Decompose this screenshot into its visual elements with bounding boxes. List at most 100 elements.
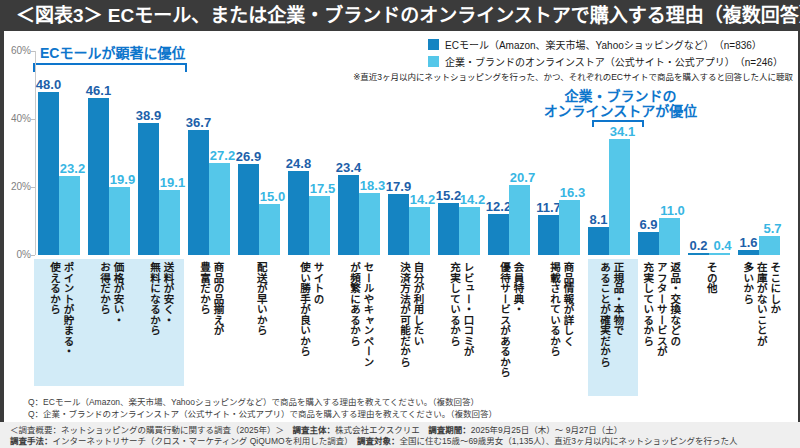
bar-brand-store (309, 196, 330, 256)
category-label: 配送が早いから (236, 262, 286, 336)
y-tick-label: 60% (5, 45, 31, 56)
category-label: 正規品・本物で あることが確実だから (586, 262, 636, 367)
category-label: レビュー・口コミが 充実しているから (436, 262, 486, 357)
category-label-text: 商品の品揃えが 豊富だから (198, 262, 225, 336)
legend-item-1: 企業・ブランドのオンラインストア（公式サイト・公式アプリ） （n=246） (428, 54, 783, 69)
bar-value-label: 17.5 (306, 181, 340, 196)
bar-ec-mall (438, 203, 459, 255)
survey-note: ※直近3ヶ月以内にネットショッピングを行った、かつ、それぞれのECサイトで商品を… (353, 70, 793, 82)
category-label: その他 (686, 262, 736, 294)
bar-value-label: 20.7 (506, 170, 540, 185)
legend-label: ECモール（Amazon、楽天市場、Yahooショッピングなど） （n=836） (445, 37, 762, 52)
bar-ec-mall (738, 250, 759, 255)
category-label: 自分が利用したい 決済方法が可能だから (386, 262, 436, 367)
bar-ec-mall (638, 232, 659, 255)
annotation-brand-dominant: 企業・ブランドの オンラインストアが優位 (528, 89, 713, 119)
category-label-text: レビュー・口コミが 充実しているから (448, 262, 475, 357)
bar-brand-store (59, 176, 80, 255)
legend-label: 企業・ブランドのオンラインストア（公式サイト・公式アプリ） （n=246） (445, 54, 783, 69)
footer-segment: ＜調査概要：ネットショッピングの購買行動に関する調査（2025年）＞ (10, 425, 292, 435)
footer-segment: 調査期間： (428, 425, 471, 435)
bar-value-label: 34.1 (606, 124, 640, 139)
bar-value-label: 11.0 (656, 203, 690, 218)
bar-brand-store (759, 236, 780, 255)
category-label-text: そこにしか 在庫がないことが 多いから (741, 262, 782, 346)
category-label: 商品の品揃えが 豊富だから (186, 262, 236, 336)
category-label: 会員特典・ 優待サービスがあるから (486, 262, 536, 378)
annotation-ec-dominant: ECモールが顕著に優位 (40, 42, 180, 62)
category-label-text: ポイントが貯まる・ 使えるから (48, 262, 75, 357)
survey-footer-line1: ＜調査概要：ネットショッピングの購買行動に関する調査（2025年）＞ 調査主体：… (10, 425, 800, 436)
bar-value-label: 5.7 (756, 221, 790, 236)
title-bar: ＜図表3＞ ECモール、または企業・ブランドのオンラインストアで購入する理由（複… (0, 0, 800, 31)
category-label: そこにしか 在庫がないことが 多いから (736, 262, 786, 346)
bar-value-label: 19.1 (156, 175, 190, 190)
category-label-text: その他 (704, 262, 718, 294)
category-label: 価格が安い・ お得だから (86, 262, 136, 325)
category-label: 商品情報が詳しく 掲載されているから (536, 262, 586, 357)
footer-segment: 株式会社エクスクリエ (335, 425, 428, 435)
bar-brand-store (459, 207, 480, 255)
footer-segment: インターネットリサーチ（クロス・マーケティング QiQUMOを利用した調査） (53, 436, 357, 446)
category-label-text: 自分が利用したい 決済方法が可能だから (398, 262, 425, 367)
bar-brand-store (359, 193, 380, 255)
bar-value-label: 19.9 (106, 172, 140, 187)
bar-brand-store (659, 218, 680, 255)
infographic: ＜図表3＞ ECモール、または企業・ブランドのオンラインストアで購入する理由（複… (0, 0, 800, 448)
bar-ec-mall (588, 227, 609, 255)
bar-value-label: 46.1 (82, 83, 116, 98)
bracket-ec-dominant (33, 63, 187, 72)
bar-ec-mall (688, 253, 709, 255)
y-tick-mark (31, 255, 35, 256)
bar-brand-store (509, 185, 530, 255)
footer-segment: 2025年9月25日（木）～ 9月27日（土） (471, 425, 623, 435)
question-ec: Q：ECモール（Amazon、楽天市場、Yahooショッピングなど）で商品を購入… (28, 397, 497, 409)
y-tick-label: 20% (5, 181, 31, 192)
category-label-text: 価格が安い・ お得だから (98, 262, 125, 325)
category-label-text: 配送が早いから (254, 262, 268, 336)
y-tick-label: 40% (5, 113, 31, 124)
category-label: サイトの 使い勝手が良いから (286, 262, 336, 357)
bar-brand-store (409, 207, 430, 255)
bar-brand-store (709, 253, 730, 255)
bar-brand-store (609, 139, 630, 255)
footer-segment: 調査手法： (10, 436, 53, 446)
bar-ec-mall (238, 164, 259, 255)
category-label-text: 会員特典・ 優待サービスがあるから (498, 262, 525, 378)
legend-item-0: ECモール（Amazon、楽天市場、Yahooショッピングなど） （n=836） (428, 37, 762, 52)
legend-swatch (428, 39, 439, 50)
bar-brand-store (159, 190, 180, 255)
footer-segment: 調査対象： (357, 436, 400, 446)
category-label-text: 返品・交換などの アフターサービスが 充実しているから (641, 262, 682, 357)
survey-footer-line2: 調査手法：インターネットリサーチ（クロス・マーケティング QiQUMOを利用した… (10, 436, 800, 447)
bar-ec-mall (488, 214, 509, 255)
category-label-text: 正規品・本物で あることが確実だから (598, 262, 625, 367)
page-title: ＜図表3＞ ECモール、または企業・ブランドのオンラインストアで購入する理由（複… (0, 0, 800, 31)
category-label-text: 送料が安く・ 無料になるから (148, 262, 175, 336)
category-label: セールやキャンペーン が頻繁にあるから (336, 262, 386, 367)
bar-brand-store (209, 163, 230, 255)
bar-value-label: 26.9 (232, 149, 266, 164)
bar-brand-store (109, 187, 130, 255)
y-tick-label: 0% (5, 249, 31, 260)
legend-swatch (428, 56, 439, 67)
bar-value-label: 23.2 (56, 161, 90, 176)
bar-brand-store (259, 204, 280, 255)
bar-brand-store (559, 200, 580, 255)
survey-footer: ＜調査概要：ネットショッピングの購買行動に関する調査（2025年）＞ 調査主体：… (0, 422, 800, 448)
question-notes: Q：ECモール（Amazon、楽天市場、Yahooショッピングなど）で商品を購入… (28, 397, 497, 420)
bar-value-label: 24.8 (282, 156, 316, 171)
bar-value-label: 36.7 (182, 115, 216, 130)
category-label-text: サイトの 使い勝手が良いから (298, 262, 325, 357)
category-label: ポイントが貯まる・ 使えるから (36, 262, 86, 357)
category-label: 返品・交換などの アフターサービスが 充実しているから (636, 262, 686, 357)
bar-ec-mall (538, 215, 559, 255)
category-label: 送料が安く・ 無料になるから (136, 262, 186, 336)
left-border (0, 31, 4, 448)
bar-value-label: 38.9 (132, 108, 166, 123)
category-label-text: セールやキャンペーン が頻繁にあるから (348, 262, 375, 367)
footer-segment: 調査主体： (292, 425, 335, 435)
question-brand: Q：企業・ブランドのオンラインストア（公式サイト・公式アプリ）で商品を購入する理… (28, 409, 497, 421)
bar-value-label: 48.0 (32, 77, 66, 92)
bar-value-label: 16.3 (556, 185, 590, 200)
